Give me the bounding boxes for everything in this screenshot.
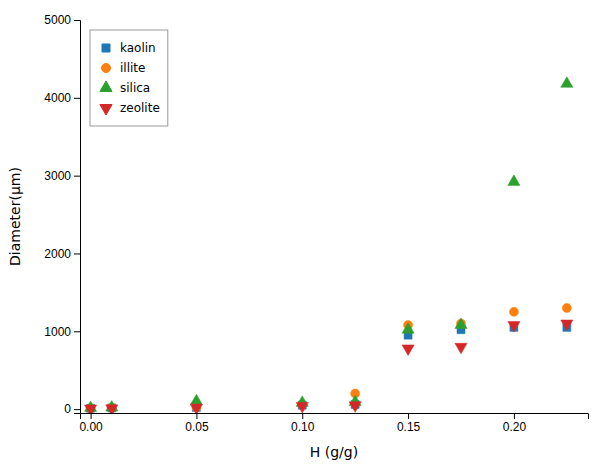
y-tick-mark	[74, 176, 80, 177]
point	[106, 405, 118, 413]
x-tick-mark	[408, 413, 409, 419]
legend-label: zeolite	[120, 101, 160, 115]
point	[508, 322, 520, 333]
legend: kaolin illite silica zeolite	[90, 30, 168, 126]
point	[508, 175, 520, 186]
series	[87, 323, 571, 412]
x-tick-label: 0.15	[397, 420, 421, 434]
x-tick-label: 0.20	[503, 420, 527, 434]
y-tick-mark	[74, 98, 80, 99]
x-tick-mark	[196, 413, 197, 419]
point	[402, 323, 414, 334]
x-tick-label: 0.05	[185, 420, 209, 434]
series	[85, 77, 573, 412]
legend-symbol	[102, 44, 110, 52]
legend-symbol	[101, 63, 110, 72]
legend-label: kaolin	[120, 41, 156, 55]
x-tick-mark	[302, 413, 303, 419]
y-tick-label: 1000	[44, 325, 71, 339]
point	[190, 404, 202, 413]
chart: 0.00 0.05 0.10 0.15 0.20 0 1000 2000 3000 4000 500…	[0, 0, 612, 471]
point	[296, 402, 308, 413]
legend-item: kaolin	[102, 41, 156, 55]
x-tick-label: 0.00	[79, 420, 103, 434]
x-tick-mark	[514, 413, 515, 419]
series	[85, 320, 573, 413]
x-tick-label: 0.10	[291, 420, 315, 434]
x-tick: 0.10	[291, 413, 315, 434]
y-tick: 5000	[44, 13, 80, 27]
point	[562, 303, 571, 312]
plot: 0.00 0.05 0.10 0.15 0.20 0 1000 2000 3000 4000 500…	[7, 13, 589, 460]
point	[455, 318, 467, 329]
legend-item: silica	[100, 81, 150, 95]
legend-label: illite	[120, 61, 145, 75]
y-tick: 4000	[44, 91, 80, 105]
legend-symbol	[100, 81, 112, 92]
legend-label: silica	[120, 81, 150, 95]
y-tick: 0	[64, 402, 80, 416]
y-tick-label: 2000	[44, 247, 71, 261]
y-tick-mark	[74, 409, 80, 410]
y-tick-mark	[74, 20, 80, 21]
y-axis: 0 1000 2000 3000 4000 5000	[44, 13, 80, 416]
y-tick: 2000	[44, 247, 80, 261]
point	[455, 343, 467, 354]
point	[85, 405, 97, 413]
y-tick-label: 0	[64, 402, 71, 416]
y-axis-title: Diameter(μm)	[7, 167, 23, 266]
point	[190, 394, 202, 405]
point	[402, 345, 414, 356]
y-axis-line	[74, 21, 81, 414]
x-tick: 0.00	[79, 413, 103, 434]
point	[509, 307, 518, 316]
y-tick-label: 4000	[44, 91, 71, 105]
x-tick-mark	[91, 413, 92, 419]
legend-symbol	[100, 104, 112, 115]
legend-box	[90, 30, 168, 126]
x-axis-line	[81, 414, 589, 420]
x-tick: 0.15	[397, 413, 421, 434]
legend-item: zeolite	[100, 101, 160, 115]
marks	[85, 77, 573, 413]
x-axis-title: H (g/g)	[310, 444, 358, 460]
y-tick-label: 5000	[44, 13, 71, 27]
x-tick: 0.05	[185, 413, 209, 434]
y-tick: 1000	[44, 325, 80, 339]
point	[561, 320, 573, 331]
y-tick: 3000	[44, 169, 80, 183]
legend-item: illite	[101, 61, 145, 75]
point	[349, 402, 361, 413]
point	[561, 77, 573, 88]
series	[86, 303, 571, 412]
y-tick-mark	[74, 331, 80, 332]
x-axis: 0.00 0.05 0.10 0.15 0.20	[79, 413, 588, 434]
x-tick: 0.20	[503, 413, 527, 434]
y-tick-label: 3000	[44, 169, 71, 183]
y-tick-mark	[74, 253, 80, 254]
